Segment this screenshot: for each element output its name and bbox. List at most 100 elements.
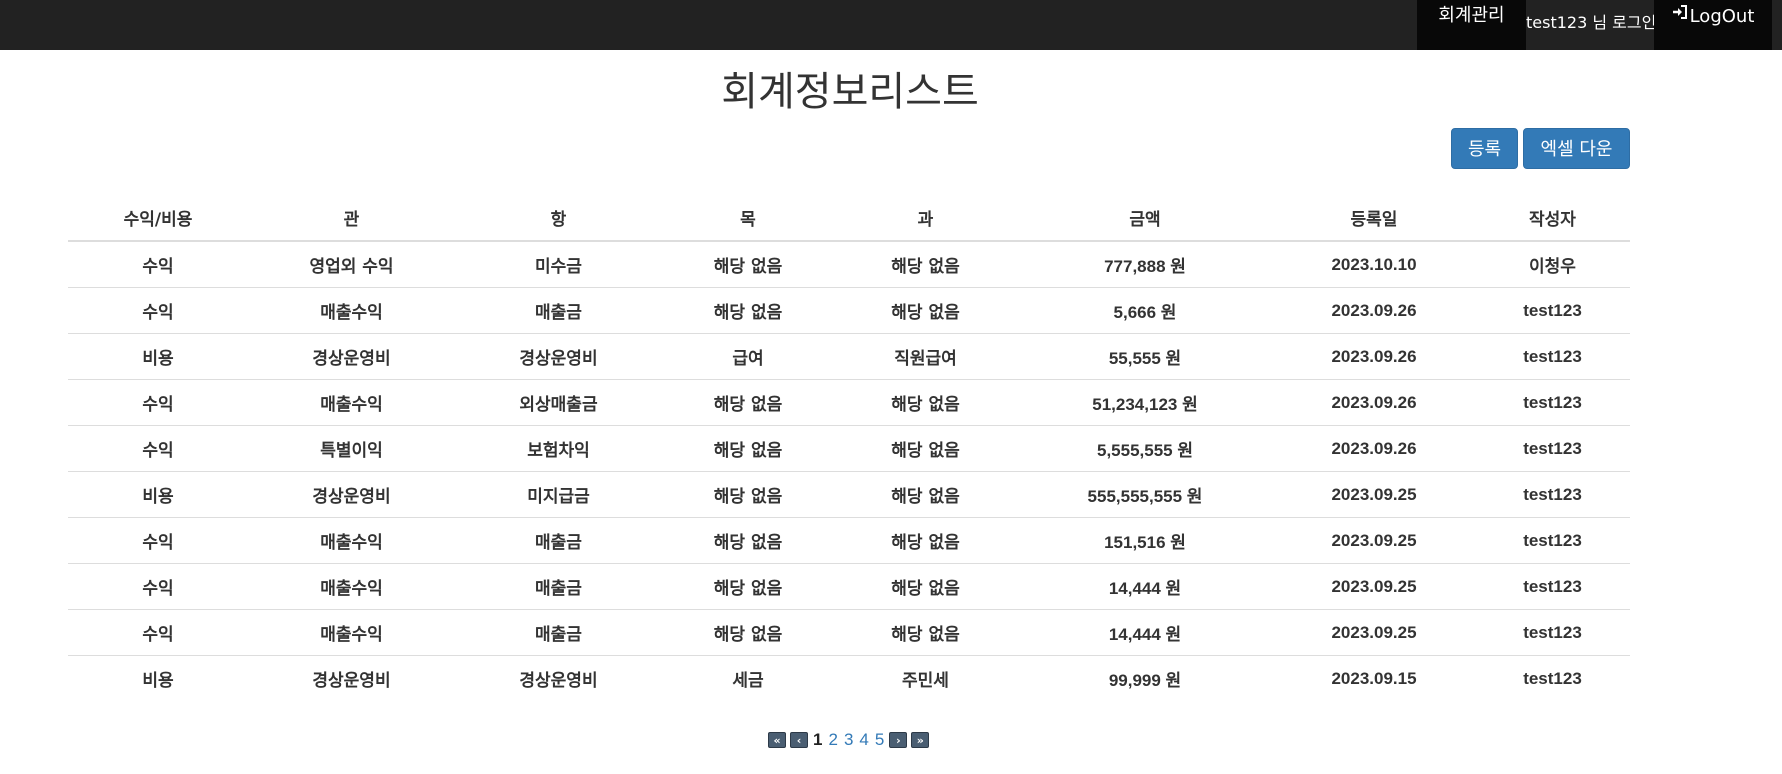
cell-type: 비용 — [68, 471, 248, 518]
cell-mok: 세금 — [662, 655, 834, 701]
prev-page-button[interactable]: ‹ — [790, 732, 808, 748]
cell-gwa: 해당 없음 — [834, 609, 1017, 656]
cell-hang: 미지급금 — [455, 471, 662, 518]
cell-gwan: 경상운영비 — [248, 471, 455, 518]
cell-mok: 해당 없음 — [662, 609, 834, 656]
page-number[interactable]: 5 — [874, 730, 885, 749]
cell-hang: 매출금 — [455, 609, 662, 656]
table-row[interactable]: 수익 매출수익 외상매출금 해당 없음 해당 없음 51,234,123 원 2023.09… — [68, 379, 1630, 426]
cell-date: 2023.09.25 — [1273, 471, 1475, 518]
cell-amount: 555,555,555 원 — [1017, 471, 1273, 518]
nav-menu-accounting[interactable]: 회계관리 — [1417, 0, 1526, 50]
table-row[interactable]: 비용 경상운영비 경상운영비 급여 직원급여 55,555 원 2023.09.26 test… — [68, 333, 1630, 380]
column-header-gwa[interactable]: 과 — [834, 194, 1017, 242]
cell-mok: 해당 없음 — [662, 517, 834, 564]
last-page-button[interactable]: » — [911, 732, 930, 748]
cell-amount: 5,666 원 — [1017, 287, 1273, 334]
cell-gwan: 특별이익 — [248, 425, 455, 472]
cell-amount: 14,444 원 — [1017, 609, 1273, 656]
cell-gwa: 해당 없음 — [834, 471, 1017, 518]
cell-date: 2023.09.15 — [1273, 655, 1475, 701]
cell-date: 2023.09.26 — [1273, 425, 1475, 472]
cell-date: 2023.09.25 — [1273, 517, 1475, 564]
column-header-amount[interactable]: 금액 — [1017, 194, 1273, 242]
cell-gwa: 해당 없음 — [834, 240, 1017, 288]
cell-gwa: 해당 없음 — [834, 425, 1017, 472]
cell-hang: 미수금 — [455, 240, 662, 288]
cell-gwa: 해당 없음 — [834, 287, 1017, 334]
register-button[interactable]: 등록 — [1451, 128, 1518, 169]
cell-type: 수익 — [68, 379, 248, 426]
cell-amount: 777,888 원 — [1017, 240, 1273, 288]
cell-type: 비용 — [68, 655, 248, 701]
cell-amount: 99,999 원 — [1017, 655, 1273, 701]
cell-type: 수익 — [68, 425, 248, 472]
table-row[interactable]: 수익 매출수익 매출금 해당 없음 해당 없음 14,444 원 2023.09.25 tes… — [68, 609, 1630, 656]
cell-amount: 55,555 원 — [1017, 333, 1273, 380]
table-row[interactable]: 수익 매출수익 매출금 해당 없음 해당 없음 14,444 원 2023.09.25 tes… — [68, 563, 1630, 610]
login-status-text: test123 님 로그인 — [1526, 13, 1657, 32]
table-row[interactable]: 수익 영업외 수익 미수금 해당 없음 해당 없음 777,888 원 2023.10.10… — [68, 240, 1630, 288]
page-number[interactable]: 2 — [828, 730, 838, 749]
cell-date: 2023.10.10 — [1273, 240, 1475, 288]
cell-gwan: 매출수익 — [248, 379, 455, 426]
table-row[interactable]: 비용 경상운영비 경상운영비 세금 주민세 99,999 원 2023.09.15 test1… — [68, 655, 1630, 701]
cell-gwan: 영업외 수익 — [248, 240, 455, 288]
cell-date: 2023.09.26 — [1273, 287, 1475, 334]
cell-hang: 보험차익 — [455, 425, 662, 472]
page-number[interactable]: 4 — [859, 730, 869, 749]
top-navbar: 회계관리 test123 님 로그인 LogOut — [0, 0, 1782, 50]
cell-author: test123 — [1475, 471, 1630, 518]
cell-mok: 해당 없음 — [662, 563, 834, 610]
table-row[interactable]: 수익 매출수익 매출금 해당 없음 해당 없음 151,516 원 2023.09.25 te… — [68, 517, 1630, 564]
cell-author: test123 — [1475, 425, 1630, 472]
page-number-current[interactable]: 1 — [813, 730, 823, 749]
page-title: 회계정보리스트 — [721, 69, 979, 115]
cell-gwa: 해당 없음 — [834, 563, 1017, 610]
accounting-table: 수익/비용 관 항 목 과 금액 등록일 작성자 수익 영업외 수익 미수금 해당 없… — [68, 194, 1630, 701]
column-header-type[interactable]: 수익/비용 — [68, 194, 248, 242]
cell-author: test123 — [1475, 517, 1630, 564]
cell-mok: 급여 — [662, 333, 834, 380]
logout-button[interactable]: LogOut — [1654, 0, 1772, 50]
next-page-button[interactable]: › — [889, 732, 908, 748]
cell-author: test123 — [1475, 333, 1630, 380]
column-header-mok[interactable]: 목 — [662, 194, 834, 242]
cell-gwa: 주민세 — [834, 655, 1017, 701]
cell-date: 2023.09.25 — [1273, 563, 1475, 610]
cell-amount: 51,234,123 원 — [1017, 379, 1273, 426]
cell-gwa: 직원급여 — [834, 333, 1017, 380]
cell-hang: 매출금 — [455, 517, 662, 564]
cell-gwan: 경상운영비 — [248, 655, 455, 701]
cell-hang: 경상운영비 — [455, 655, 662, 701]
cell-type: 비용 — [68, 333, 248, 380]
column-header-gwan[interactable]: 관 — [248, 194, 455, 242]
cell-type: 수익 — [68, 563, 248, 610]
cell-author: 이청우 — [1475, 240, 1630, 288]
cell-gwa: 해당 없음 — [834, 379, 1017, 426]
cell-gwan: 매출수익 — [248, 287, 455, 334]
column-header-date[interactable]: 등록일 — [1273, 194, 1475, 242]
cell-hang: 매출금 — [455, 563, 662, 610]
cell-author: test123 — [1475, 609, 1630, 656]
login-icon — [1672, 0, 1688, 32]
column-header-author[interactable]: 작성자 — [1475, 194, 1630, 242]
table-row[interactable]: 수익 매출수익 매출금 해당 없음 해당 없음 5,666 원 2023.09.26 test… — [68, 287, 1630, 334]
table-row[interactable]: 비용 경상운영비 미지급금 해당 없음 해당 없음 555,555,555 원 2023.0… — [68, 471, 1630, 518]
cell-hang: 경상운영비 — [455, 333, 662, 380]
cell-hang: 외상매출금 — [455, 379, 662, 426]
cell-type: 수익 — [68, 517, 248, 564]
cell-type: 수익 — [68, 287, 248, 334]
cell-author: test123 — [1475, 379, 1630, 426]
cell-mok: 해당 없음 — [662, 287, 834, 334]
logout-label: LogOut — [1689, 6, 1755, 27]
cell-gwan: 매출수익 — [248, 563, 455, 610]
page-number[interactable]: 3 — [843, 730, 854, 749]
cell-amount: 14,444 원 — [1017, 563, 1273, 610]
cell-gwa: 해당 없음 — [834, 517, 1017, 564]
excel-download-button[interactable]: 엑셀 다운 — [1523, 128, 1630, 169]
cell-date: 2023.09.25 — [1273, 609, 1475, 656]
column-header-hang[interactable]: 항 — [455, 194, 662, 242]
first-page-button[interactable]: « — [768, 732, 786, 748]
table-row[interactable]: 수익 특별이익 보험차익 해당 없음 해당 없음 5,555,555 원 2023.09.2… — [68, 425, 1630, 472]
